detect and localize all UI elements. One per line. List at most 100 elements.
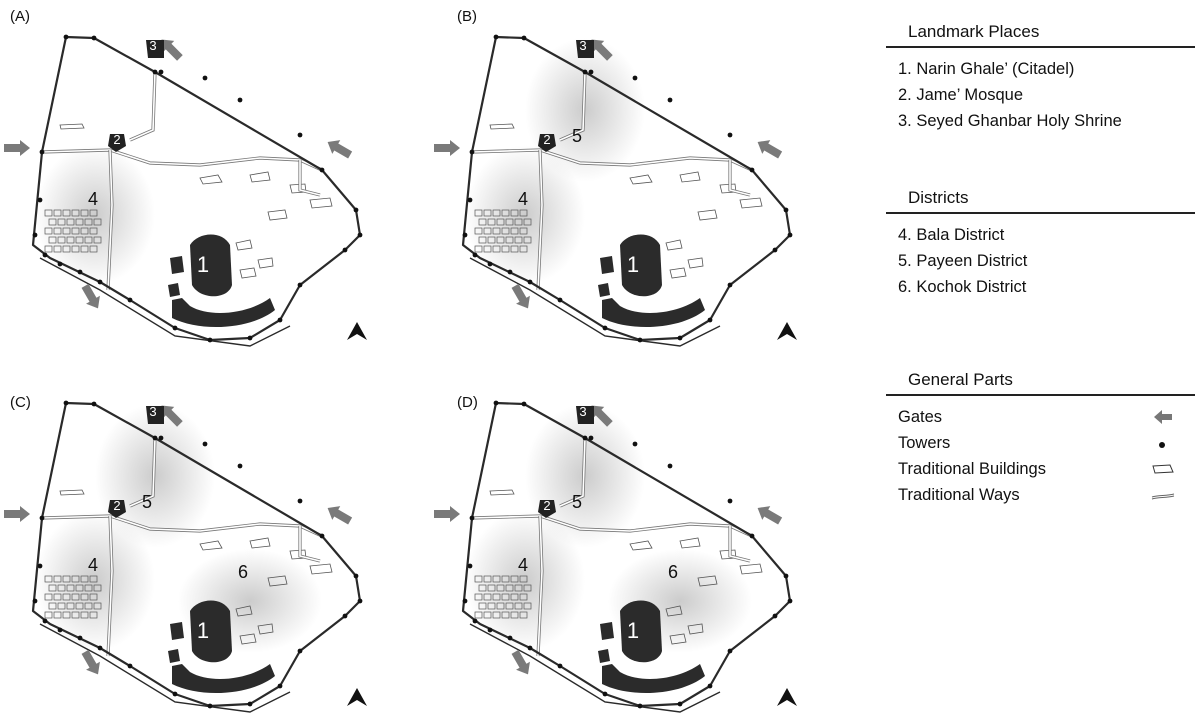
tower-dot-icon (319, 533, 325, 539)
traditional-building (267, 575, 288, 587)
tower-dot-icon (357, 598, 363, 604)
traditional-building (53, 209, 62, 217)
city-wall-outer (469, 257, 721, 347)
traditional-building (474, 611, 483, 619)
tower-dot-icon (667, 463, 673, 469)
legend-item: 4. Bala District (898, 226, 1005, 244)
traditional-building (53, 227, 62, 235)
map-label-4: 4 (88, 555, 98, 575)
tower-dot-icon (707, 683, 713, 689)
tower-dot-icon (487, 627, 493, 633)
traditional-building (267, 209, 288, 221)
traditional-building (62, 575, 71, 583)
traditional-building (44, 611, 53, 619)
tower-dot-icon (91, 35, 97, 41)
citadel-annex (168, 649, 180, 663)
tower-dot-icon (493, 34, 499, 40)
legend-divider (886, 212, 1195, 214)
tower-dot-icon (42, 252, 48, 258)
citadel-moat (602, 298, 705, 328)
tower-dot-icon (152, 435, 158, 441)
tower-dot-icon (462, 232, 468, 238)
gate-arrow-icon (757, 506, 783, 525)
city-wall-outer (39, 257, 291, 347)
traditional-building (492, 575, 501, 583)
tower-dot-icon (632, 441, 638, 447)
district-shade-4 (465, 511, 585, 651)
tower-dot-icon (63, 34, 69, 40)
traditional-building (66, 218, 75, 226)
legend-item: 2. Jame’ Mosque (898, 86, 1024, 104)
tower-dot-icon (237, 97, 243, 103)
tower-dot-icon (127, 297, 133, 303)
traditional-building (519, 209, 528, 217)
traditional-building (478, 602, 487, 610)
traditional-building (489, 489, 515, 496)
tower-dot-icon (582, 435, 588, 441)
tower-dot-icon (507, 635, 513, 641)
panel-label: (A) (10, 8, 30, 25)
traditional-building (199, 174, 223, 185)
traditional-building (496, 584, 505, 592)
traditional-building (71, 611, 80, 619)
tower-dot-icon (557, 297, 563, 303)
gate-arrow-icon (434, 506, 460, 522)
map-c: 1 2 3 4 5 6 (4, 400, 367, 713)
traditional-building (44, 245, 53, 253)
citadel-shape (190, 234, 232, 297)
map-label-5: 5 (572, 126, 582, 146)
traditional-building (62, 593, 71, 601)
traditional-building (44, 593, 53, 601)
north-arrow-icon (777, 322, 797, 340)
gate-arrow-icon (591, 39, 613, 61)
traditional-building (53, 575, 62, 583)
traditional-building (489, 123, 515, 130)
tower-dot-icon (172, 325, 178, 331)
traditional-building (57, 218, 66, 226)
traditional-building (44, 575, 53, 583)
traditional-building (492, 227, 501, 235)
traditional-way (729, 160, 751, 196)
traditional-building (57, 602, 66, 610)
legend-item-gates: Gates (898, 404, 1195, 430)
traditional-building (523, 602, 532, 610)
traditional-building (62, 611, 71, 619)
citadel-annex (598, 649, 610, 663)
traditional-building (483, 209, 492, 217)
tower-dot-icon (602, 325, 608, 331)
tower-dot-icon (772, 247, 778, 253)
traditional-building (510, 245, 519, 253)
tower-dot-icon (472, 252, 478, 258)
north-arrow-icon (777, 688, 797, 706)
tower-dot-icon (677, 335, 683, 341)
traditional-building (80, 611, 89, 619)
traditional-building (75, 602, 84, 610)
traditional-building (239, 267, 257, 279)
gate-arrow-icon (1148, 404, 1178, 430)
tower-dot-icon (787, 232, 793, 238)
district-shade-4 (35, 145, 155, 285)
tower-dot-icon (783, 207, 789, 213)
tower-dot-icon (637, 703, 643, 709)
traditional-building (501, 593, 510, 601)
map-label-4: 4 (518, 189, 528, 209)
gate-arrow-icon (327, 140, 353, 159)
shrine-marker (146, 406, 164, 424)
legend-item: 6. Kochok District (898, 278, 1027, 296)
traditional-building (487, 218, 496, 226)
traditional-building (71, 227, 80, 235)
legend-item-towers: Towers (898, 430, 1195, 456)
panel-label: (C) (10, 394, 31, 411)
traditional-building (510, 593, 519, 601)
legend-item-traditional-ways: Traditional Ways (898, 482, 1195, 508)
traditional-building (84, 584, 93, 592)
tower-dot-icon (467, 197, 473, 203)
map-label-4: 4 (88, 189, 98, 209)
traditional-building (496, 218, 505, 226)
tower-dot-icon (353, 207, 359, 213)
legend-item-label: Traditional Ways (898, 486, 1020, 504)
map-label-3: 3 (579, 404, 586, 419)
traditional-building (80, 209, 89, 217)
tower-dot-icon (727, 282, 733, 288)
citadel-shape (620, 600, 662, 663)
